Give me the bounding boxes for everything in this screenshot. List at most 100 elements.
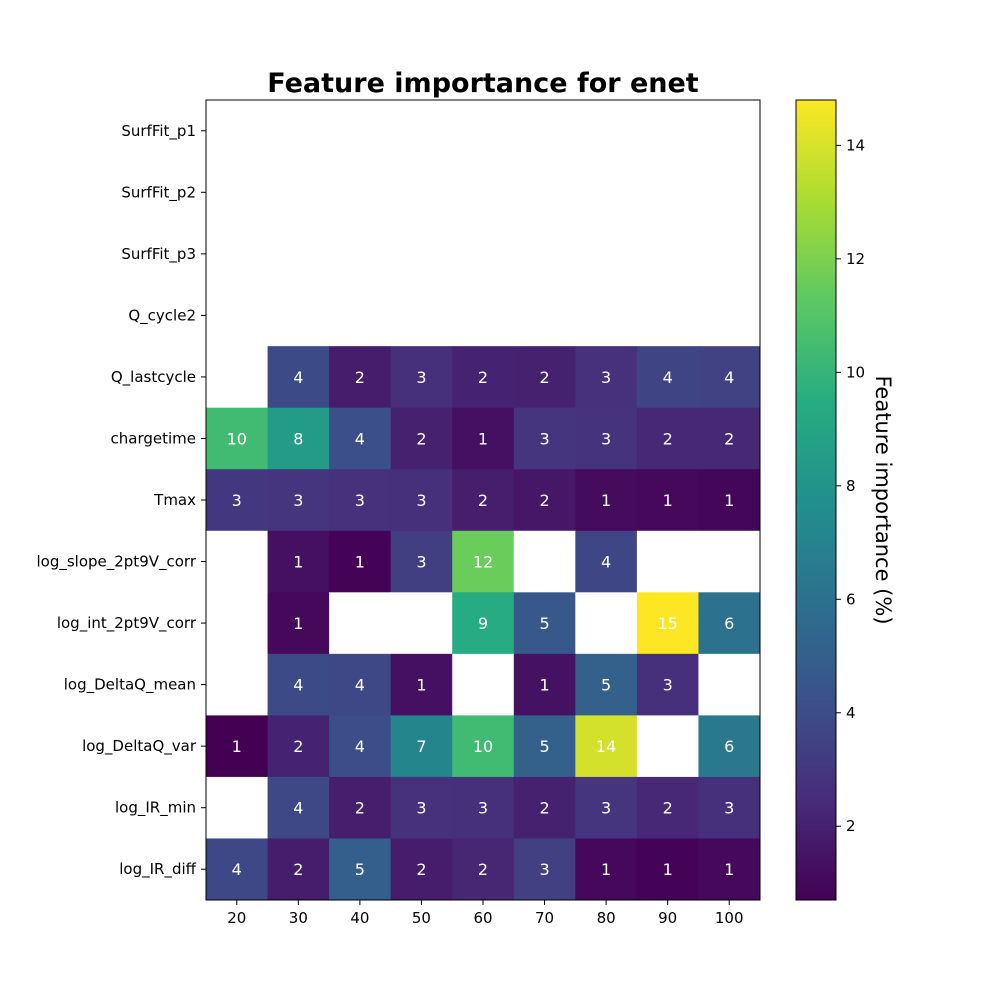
x-tick-label: 40 (350, 909, 369, 927)
heatmap-cell (575, 469, 638, 532)
cell-value-label: 3 (416, 368, 426, 387)
heatmap-cell (513, 223, 576, 286)
heatmap-cell (390, 161, 453, 224)
y-tick-label: log_slope_2pt9V_corr (36, 553, 196, 572)
colorbar-tick-label: 12 (846, 250, 865, 268)
heatmap-cell (513, 161, 576, 224)
cell-value-label: 6 (724, 614, 734, 633)
heatmap-cell (390, 346, 453, 409)
heatmap-cell (452, 284, 515, 347)
y-tick-label: log_DeltaQ_var (82, 737, 197, 756)
heatmap-cell (267, 653, 330, 716)
heatmap-cell (698, 223, 761, 286)
heatmap-cell (206, 776, 269, 839)
heatmap-cell (636, 715, 699, 778)
heatmap-cell (267, 100, 330, 163)
heatmap-cell (452, 592, 515, 655)
cell-value-label: 1 (663, 860, 673, 879)
cell-value-label: 4 (601, 553, 611, 572)
cell-value-label: 3 (601, 429, 611, 448)
heatmap-cell (575, 346, 638, 409)
heatmap-cell (575, 161, 638, 224)
cell-value-label: 4 (293, 676, 303, 695)
heatmap-cell (513, 715, 576, 778)
heatmap-cell (390, 715, 453, 778)
heatmap-cell (636, 223, 699, 286)
cell-value-label: 4 (663, 368, 673, 387)
cell-value-label: 3 (232, 491, 242, 510)
x-tick-label: 20 (227, 909, 246, 927)
heatmap-cell (575, 407, 638, 470)
heatmap-cell (698, 407, 761, 470)
chart-title: Feature importance for enet (267, 68, 699, 99)
heatmap-cell (575, 530, 638, 593)
cell-value-label: 1 (478, 429, 488, 448)
cell-value-label: 5 (601, 676, 611, 695)
heatmap-cell (452, 100, 515, 163)
heatmap-cell (636, 653, 699, 716)
heatmap-cell (513, 838, 576, 901)
heatmap-cells (206, 100, 761, 901)
cell-value-label: 1 (663, 491, 673, 510)
heatmap-cell (267, 776, 330, 839)
heatmap-cell (452, 161, 515, 224)
heatmap-cell (267, 838, 330, 901)
cell-value-label: 1 (601, 491, 611, 510)
heatmap-cell (267, 223, 330, 286)
colorbar-tick-label: 14 (846, 136, 865, 154)
heatmap-cell (698, 100, 761, 163)
heatmap-cell (267, 407, 330, 470)
colorbar-tick-label: 8 (846, 477, 856, 495)
heatmap-cell (390, 407, 453, 470)
cell-value-label: 4 (355, 676, 365, 695)
heatmap-cell (329, 469, 392, 532)
colorbar-tick-label: 6 (846, 590, 856, 608)
heatmap-cell (329, 653, 392, 716)
heatmap-cell (636, 530, 699, 593)
cell-value-label: 3 (478, 799, 488, 818)
heatmap-cell (206, 284, 269, 347)
heatmap-cell (575, 715, 638, 778)
cell-value-label: 3 (724, 799, 734, 818)
heatmap-cell (206, 469, 269, 532)
x-tick-label: 90 (658, 909, 677, 927)
heatmap-cell (698, 653, 761, 716)
heatmap-cell (329, 592, 392, 655)
y-tick-label: SurfFit_p2 (121, 183, 196, 202)
cell-value-label: 4 (293, 799, 303, 818)
cell-value-label: 5 (539, 614, 549, 633)
cell-value-label: 3 (416, 491, 426, 510)
y-tick-label: chargetime (111, 429, 197, 447)
cell-value-label: 3 (293, 491, 303, 510)
cell-value-label: 2 (478, 368, 488, 387)
heatmap-cell (329, 407, 392, 470)
heatmap-cell (513, 776, 576, 839)
x-tick-label: 80 (597, 909, 616, 927)
heatmap-cell (267, 469, 330, 532)
heatmap-cell (267, 530, 330, 593)
heatmap-cell (513, 346, 576, 409)
heatmap-cell (390, 653, 453, 716)
heatmap-cell (636, 161, 699, 224)
heatmap-cell (206, 530, 269, 593)
x-tick-label: 50 (412, 909, 431, 927)
heatmap-cell (390, 100, 453, 163)
colorbar-ticks: 2 4 6 8 10 12 14 (836, 136, 865, 835)
cell-value-label: 1 (416, 676, 426, 695)
heatmap-cell (698, 592, 761, 655)
colorbar-tick-label: 2 (846, 817, 856, 835)
heatmap-cell (698, 776, 761, 839)
y-tick-label: Q_cycle2 (128, 306, 196, 325)
heatmap-cell (698, 530, 761, 593)
heatmap-cell (329, 223, 392, 286)
cell-value-label: 12 (473, 553, 493, 572)
heatmap-cell (390, 223, 453, 286)
heatmap-cell (698, 838, 761, 901)
cell-value-label: 4 (293, 368, 303, 387)
heatmap-cell (206, 223, 269, 286)
heatmap-cell (206, 653, 269, 716)
cell-value-label: 1 (232, 737, 242, 756)
cell-value-label: 6 (724, 737, 734, 756)
heatmap-cell (698, 469, 761, 532)
y-tick-label: log_IR_diff (119, 860, 196, 879)
